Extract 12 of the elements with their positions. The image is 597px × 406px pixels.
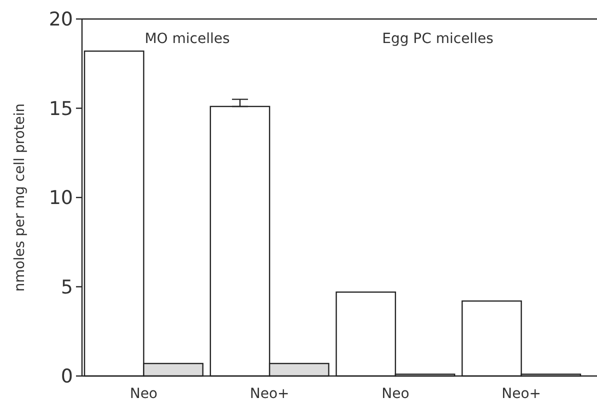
y-tick-label: 5 <box>60 276 73 298</box>
annotation: MO micelles <box>144 31 230 47</box>
x-tick-label: Neo <box>382 386 410 402</box>
y-tick-label: 20 <box>48 8 73 31</box>
y-tick-label: 10 <box>48 187 73 210</box>
y-axis-title: nmoles per mg cell protein <box>12 103 28 292</box>
y-tick-label: 15 <box>48 98 73 120</box>
annotation: Egg PC micelles <box>382 31 494 47</box>
x-tick-label: Neo+ <box>502 386 542 402</box>
y-tick-label: 0 <box>60 366 73 388</box>
x-tick-label: Neo+ <box>250 386 290 402</box>
x-tick-label: Neo <box>130 386 158 402</box>
